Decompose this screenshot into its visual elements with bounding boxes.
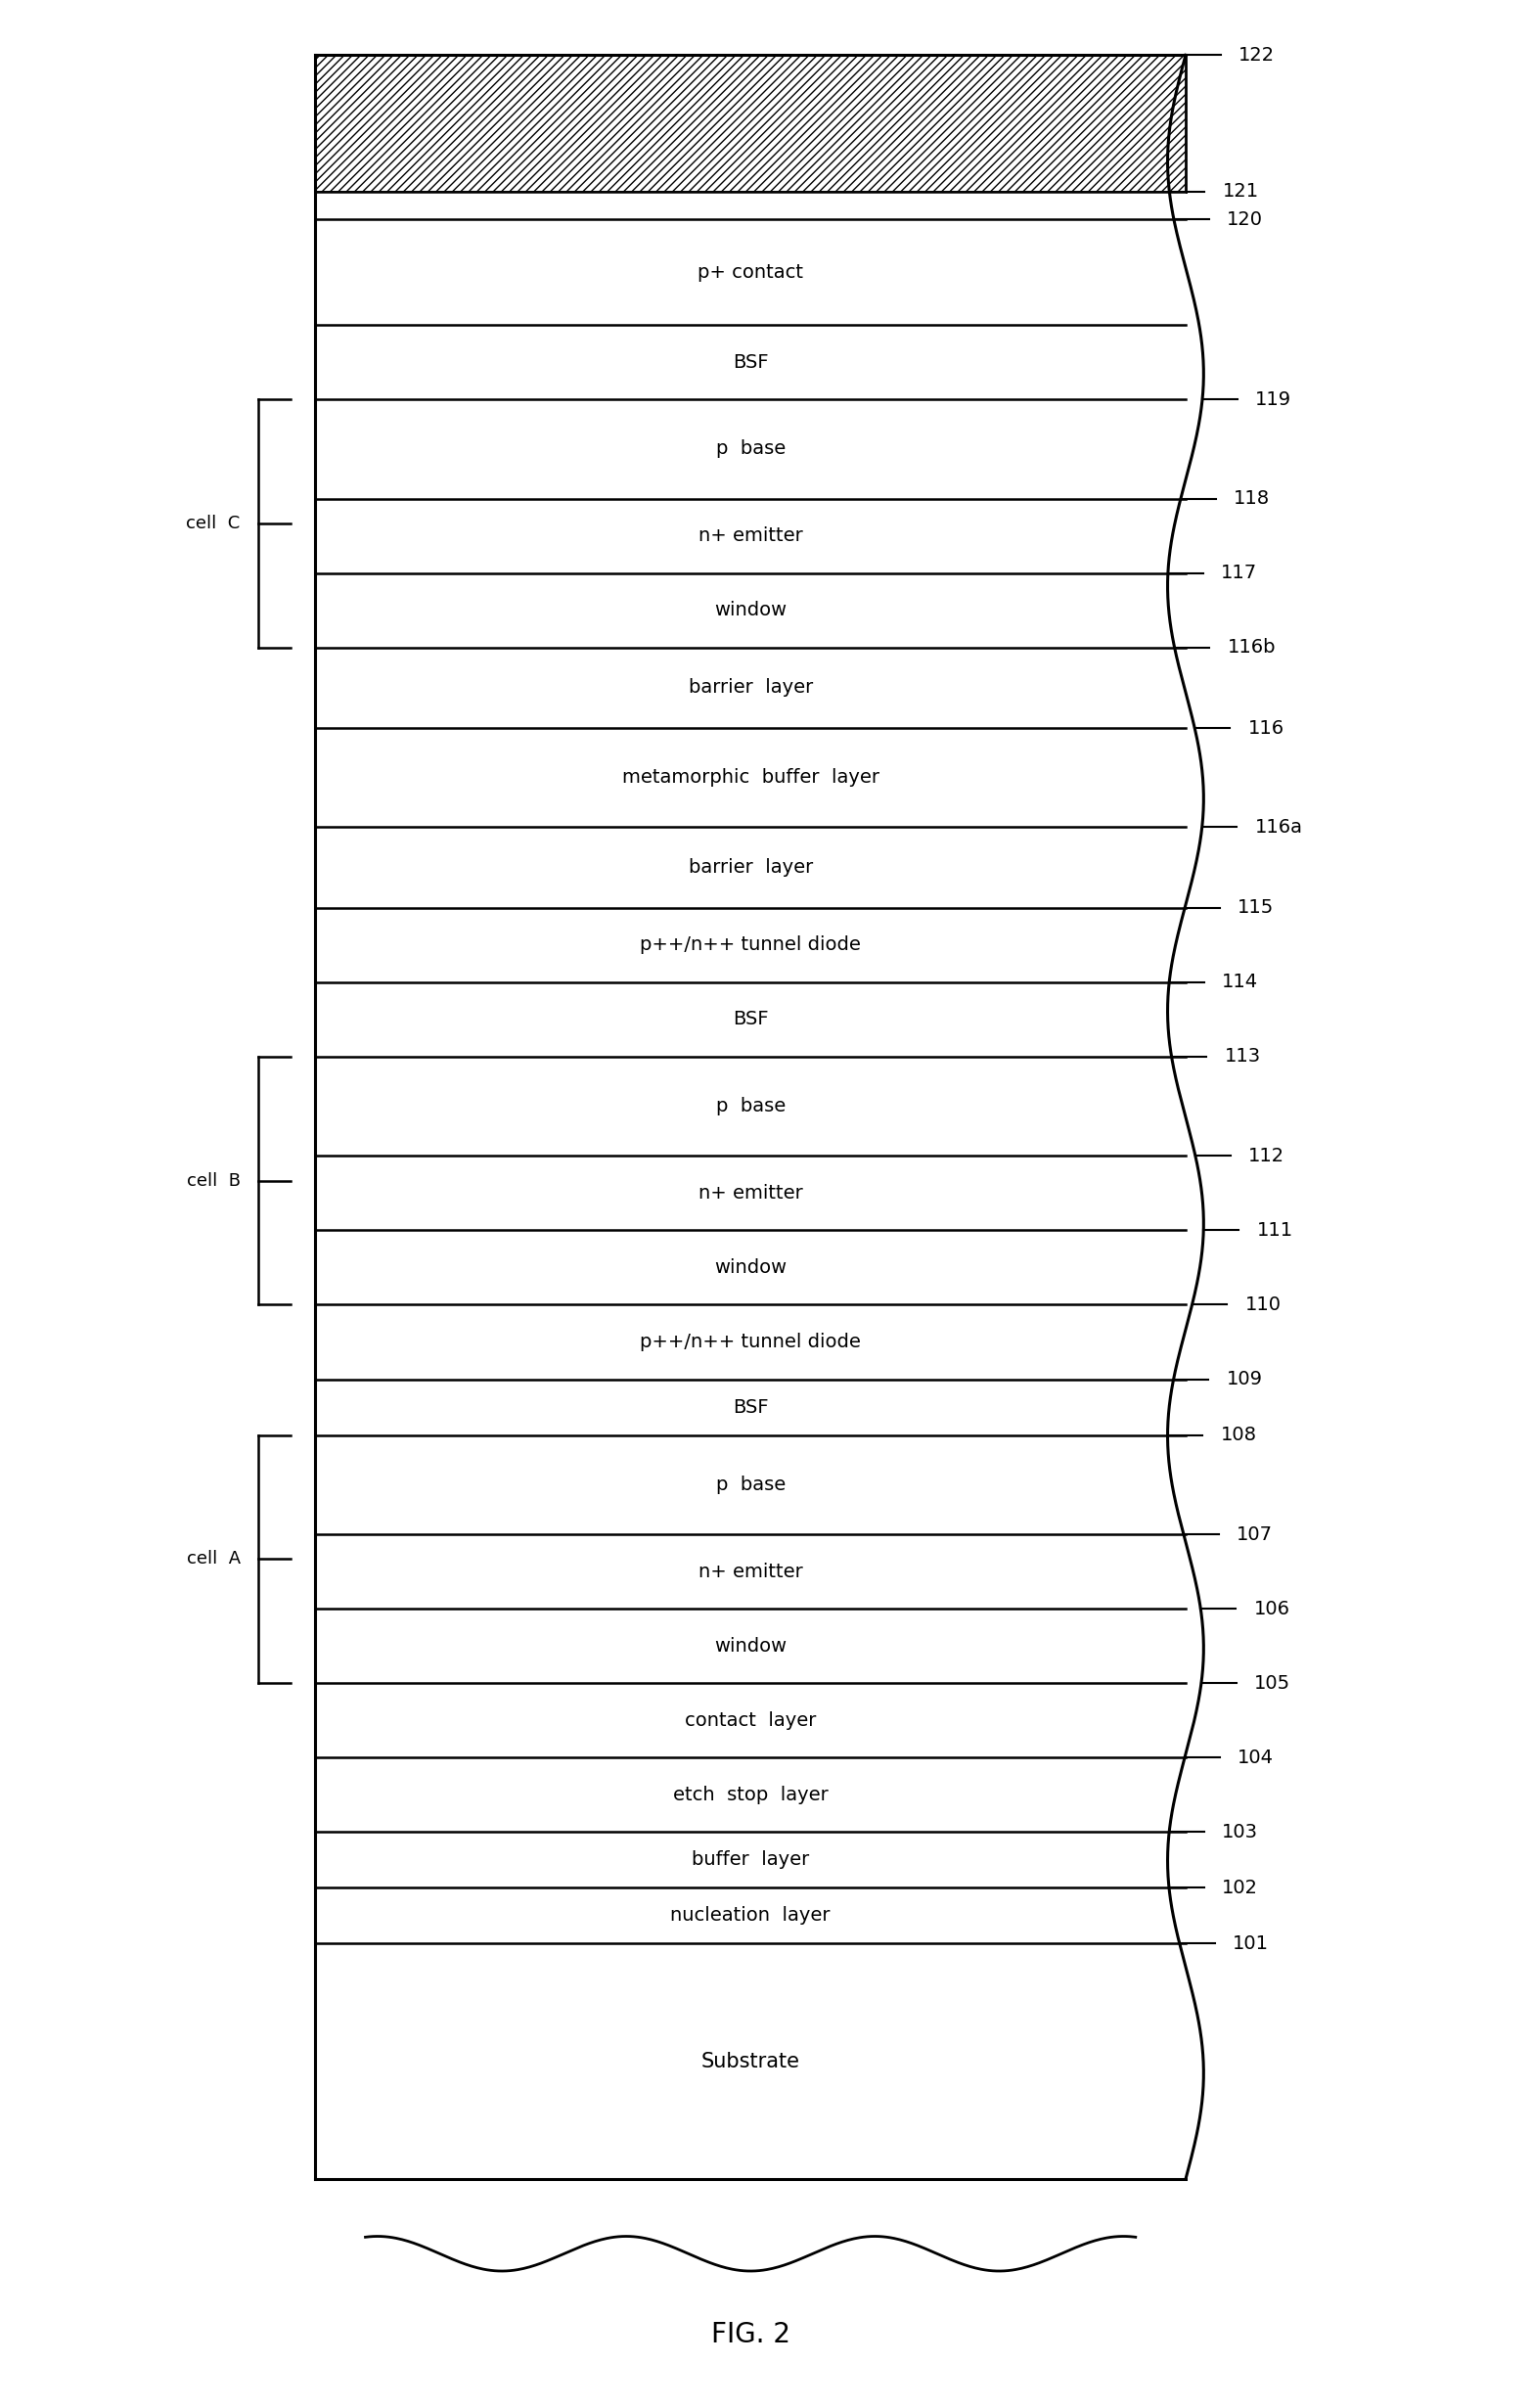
Text: p++/n++ tunnel diode: p++/n++ tunnel diode — [640, 937, 860, 954]
Bar — [315, 1888, 1185, 1943]
Bar — [315, 1758, 1185, 1832]
Text: 116a: 116a — [1255, 819, 1303, 836]
Text: 111: 111 — [1257, 1221, 1292, 1240]
Text: FIG. 2: FIG. 2 — [710, 2321, 790, 2348]
Text: 121: 121 — [1222, 183, 1258, 200]
Text: 107: 107 — [1237, 1524, 1272, 1544]
Text: window: window — [715, 1637, 787, 1654]
Text: BSF: BSF — [732, 354, 769, 371]
Bar — [315, 498, 1185, 573]
Text: Substrate: Substrate — [701, 2052, 799, 2071]
Bar — [315, 828, 1185, 908]
Bar — [315, 400, 1185, 498]
Bar — [315, 1609, 1185, 1683]
Bar — [315, 325, 1185, 400]
Text: etch  stop  layer: etch stop layer — [672, 1784, 828, 1804]
Text: 102: 102 — [1222, 1878, 1258, 1898]
Bar — [315, 1057, 1185, 1156]
Text: cell  C: cell C — [187, 515, 240, 532]
Text: 119: 119 — [1255, 390, 1292, 409]
Text: barrier  layer: barrier layer — [689, 679, 813, 696]
Text: 120: 120 — [1226, 209, 1263, 229]
Text: p  base: p base — [715, 1476, 785, 1493]
Bar — [315, 1380, 1185, 1435]
Text: 114: 114 — [1222, 973, 1258, 992]
Bar — [315, 1305, 1185, 1380]
Bar — [315, 1683, 1185, 1758]
Text: n+ emitter: n+ emitter — [698, 527, 802, 544]
Text: n+ emitter: n+ emitter — [698, 1563, 802, 1580]
Text: 115: 115 — [1237, 898, 1274, 917]
Bar — [315, 1230, 1185, 1305]
Bar — [315, 648, 1185, 727]
Bar — [315, 1832, 1185, 1888]
Bar — [315, 219, 1185, 325]
Text: 103: 103 — [1222, 1823, 1258, 1842]
Text: 116b: 116b — [1228, 638, 1275, 657]
Text: nucleation  layer: nucleation layer — [671, 1907, 830, 1924]
Bar — [315, 1156, 1185, 1230]
Text: 110: 110 — [1245, 1296, 1281, 1315]
Text: metamorphic  buffer  layer: metamorphic buffer layer — [622, 768, 879, 787]
Text: 101: 101 — [1232, 1934, 1269, 1953]
Text: p  base: p base — [715, 1098, 785, 1115]
Text: p+ contact: p+ contact — [698, 262, 804, 282]
Text: 109: 109 — [1226, 1370, 1263, 1389]
Text: BSF: BSF — [732, 1397, 769, 1416]
Text: p++/n++ tunnel diode: p++/n++ tunnel diode — [640, 1332, 860, 1351]
Text: contact  layer: contact layer — [684, 1712, 816, 1729]
Text: BSF: BSF — [732, 1011, 769, 1028]
Text: 105: 105 — [1254, 1674, 1291, 1693]
Text: 104: 104 — [1237, 1748, 1274, 1767]
Text: cell  A: cell A — [187, 1551, 240, 1568]
Text: 118: 118 — [1234, 489, 1271, 508]
Bar — [315, 727, 1185, 828]
Text: barrier  layer: barrier layer — [689, 857, 813, 877]
Bar — [315, 1435, 1185, 1534]
Text: 112: 112 — [1248, 1146, 1285, 1165]
Text: n+ emitter: n+ emitter — [698, 1185, 802, 1202]
Bar — [315, 908, 1185, 982]
Text: window: window — [715, 602, 787, 619]
Text: 106: 106 — [1254, 1599, 1289, 1618]
Text: 122: 122 — [1239, 46, 1275, 65]
Bar — [315, 982, 1185, 1057]
Text: p  base: p base — [715, 441, 785, 458]
Text: window: window — [715, 1259, 787, 1276]
Bar — [315, 1943, 1185, 2179]
Text: cell  B: cell B — [187, 1173, 240, 1190]
Bar — [315, 193, 1185, 219]
Bar — [315, 55, 1185, 193]
Text: 113: 113 — [1225, 1047, 1262, 1067]
Text: 116: 116 — [1248, 718, 1285, 737]
Text: buffer  layer: buffer layer — [692, 1852, 810, 1869]
Text: 108: 108 — [1220, 1426, 1257, 1445]
Text: 117: 117 — [1220, 563, 1257, 583]
Bar — [315, 573, 1185, 648]
Bar — [315, 1534, 1185, 1609]
